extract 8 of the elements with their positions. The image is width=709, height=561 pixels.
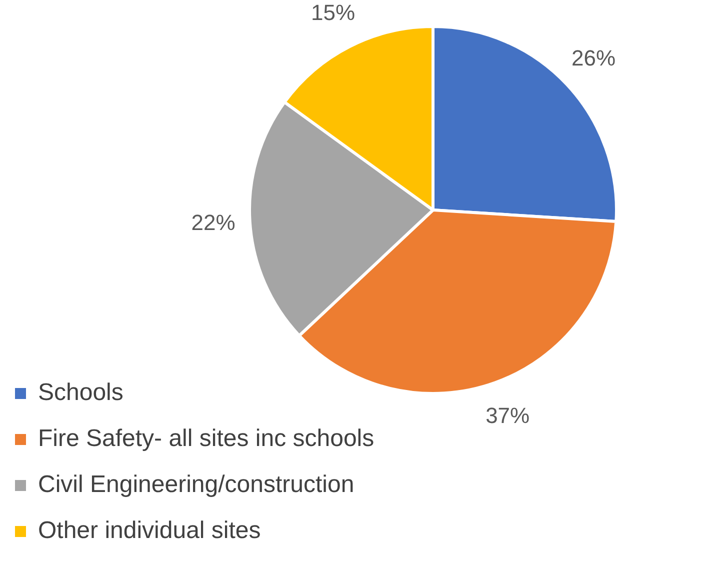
legend-label: Civil Engineering/construction [38, 471, 354, 498]
legend-label: Other individual sites [38, 517, 261, 544]
legend-label: Fire Safety- all sites inc schools [38, 425, 374, 452]
data-label: 15% [311, 0, 356, 25]
data-label: 22% [191, 210, 236, 235]
legend-label: Schools [38, 379, 124, 406]
data-label: 26% [571, 45, 616, 70]
data-label: 37% [486, 403, 530, 428]
